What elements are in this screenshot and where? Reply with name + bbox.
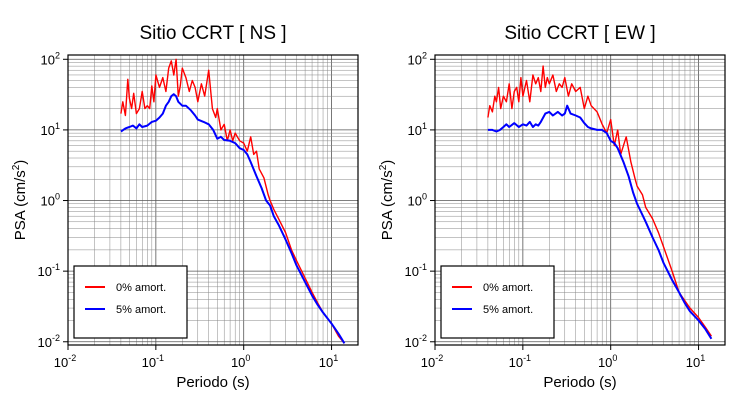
panel-2-legend-label: 0% amort. (483, 282, 533, 294)
panel-1-x-tick-label: 10-2 (54, 353, 76, 370)
panel-1-y-axis-label: PSA (cm/s2) (11, 160, 29, 241)
panel-2-y-axis-label: PSA (cm/s2) (378, 160, 396, 241)
panel-2-y-tick-exponent: 0 (422, 192, 427, 202)
panel-1-x-tick-exponent: -1 (156, 353, 164, 363)
panel-1-title: Sitio CCRT [ NS ] (139, 23, 286, 44)
panel-1-legend-box (73, 265, 188, 339)
panel-1-x-tick-label: 10-1 (142, 353, 164, 370)
panel-1-y-tick-label: 102 (41, 50, 60, 67)
panel-1-x-axis-label: Periodo (s) (176, 374, 249, 391)
panel-1-frame (67, 54, 359, 346)
panel-2-y-axis-label-close: ) (379, 160, 396, 165)
panel-2-y-tick-exponent: 2 (422, 50, 427, 60)
panel-2-x-tick-exponent: -2 (435, 353, 443, 363)
panel-2-y-tick-label: 10-2 (405, 333, 427, 350)
panel-1-series-damping-0-line (120, 58, 345, 344)
panel-2-series-damping-5-line (487, 104, 713, 340)
panel-1-y-tick-label: 10-2 (38, 333, 60, 350)
panel-1-legend-label: 5% amort. (116, 304, 166, 316)
panel-1-legend: 0% amort. 5% amort. (73, 265, 188, 339)
panel-2-legend-box (440, 265, 555, 339)
panel-1-y-tick-label: 10-1 (38, 262, 60, 279)
panel-2-legend-label: 5% amort. (483, 304, 533, 316)
panel-1-y-tick-exponent: -2 (52, 333, 60, 343)
panel-1-y-tick-exponent: 1 (55, 121, 60, 131)
panel-1-y-tick-exponent: -1 (52, 262, 60, 272)
panel-2-x-tick-label: 101 (686, 353, 705, 370)
panel-1-y-tick-label: 100 (41, 192, 60, 209)
panel-2-x-tick-label: 100 (598, 353, 617, 370)
panel-2-grid (434, 55, 726, 346)
panel-1-legend-label: 0% amort. (116, 282, 166, 294)
panel-2-frame (434, 54, 726, 346)
panel-2-y-tick-label: 100 (408, 192, 427, 209)
panel-2-y-axis-label-text: PSA (cm/s (379, 170, 396, 240)
panel-2-y-tick-exponent: -1 (419, 262, 427, 272)
panel-1-y-tick-label: 101 (41, 121, 60, 138)
panel-1-x-tick-label: 101 (319, 353, 338, 370)
panel-1-y-axis-label-close: ) (12, 160, 29, 165)
panel-1-x-tick-exponent: 1 (333, 353, 338, 363)
panel-2-x-tick-exponent: 1 (700, 353, 705, 363)
panel-1-x-tick-exponent: -2 (68, 353, 76, 363)
panel-2-x-tick-exponent: 0 (612, 353, 617, 363)
panel-1-y-axis-label-text: PSA (cm/s (12, 170, 29, 240)
panel-2-x-tick-label: 10-1 (509, 353, 531, 370)
panel-1-series-damping-5-line (120, 93, 346, 344)
panel-1-y-axis-label-sup: 2 (11, 164, 22, 170)
panel-2-y-tick-label: 10-1 (405, 262, 427, 279)
panel-2-y-tick-exponent: -2 (419, 333, 427, 343)
panel-2-x-tick-label: 10-2 (421, 353, 443, 370)
panel-1-y-tick-exponent: 0 (55, 192, 60, 202)
panel-2-y-tick-label: 101 (408, 121, 427, 138)
panel-2-y-tick-exponent: 1 (422, 121, 427, 131)
panel-2-y-axis-label-sup: 2 (378, 164, 389, 170)
panel-2-legend: 0% amort. 5% amort. (440, 265, 555, 339)
panel-1-x-tick-label: 100 (231, 353, 250, 370)
panel-2-y-tick-label: 102 (408, 50, 427, 67)
panel-2-title: Sitio CCRT [ EW ] (504, 23, 655, 44)
panel-2-x-axis-label: Periodo (s) (543, 374, 616, 391)
panel-2-series-damping-0-line (487, 65, 712, 337)
panel-1-y-tick-exponent: 2 (55, 50, 60, 60)
panel-2-x-tick-exponent: -1 (523, 353, 531, 363)
panel-1-x-tick-exponent: 0 (245, 353, 250, 363)
